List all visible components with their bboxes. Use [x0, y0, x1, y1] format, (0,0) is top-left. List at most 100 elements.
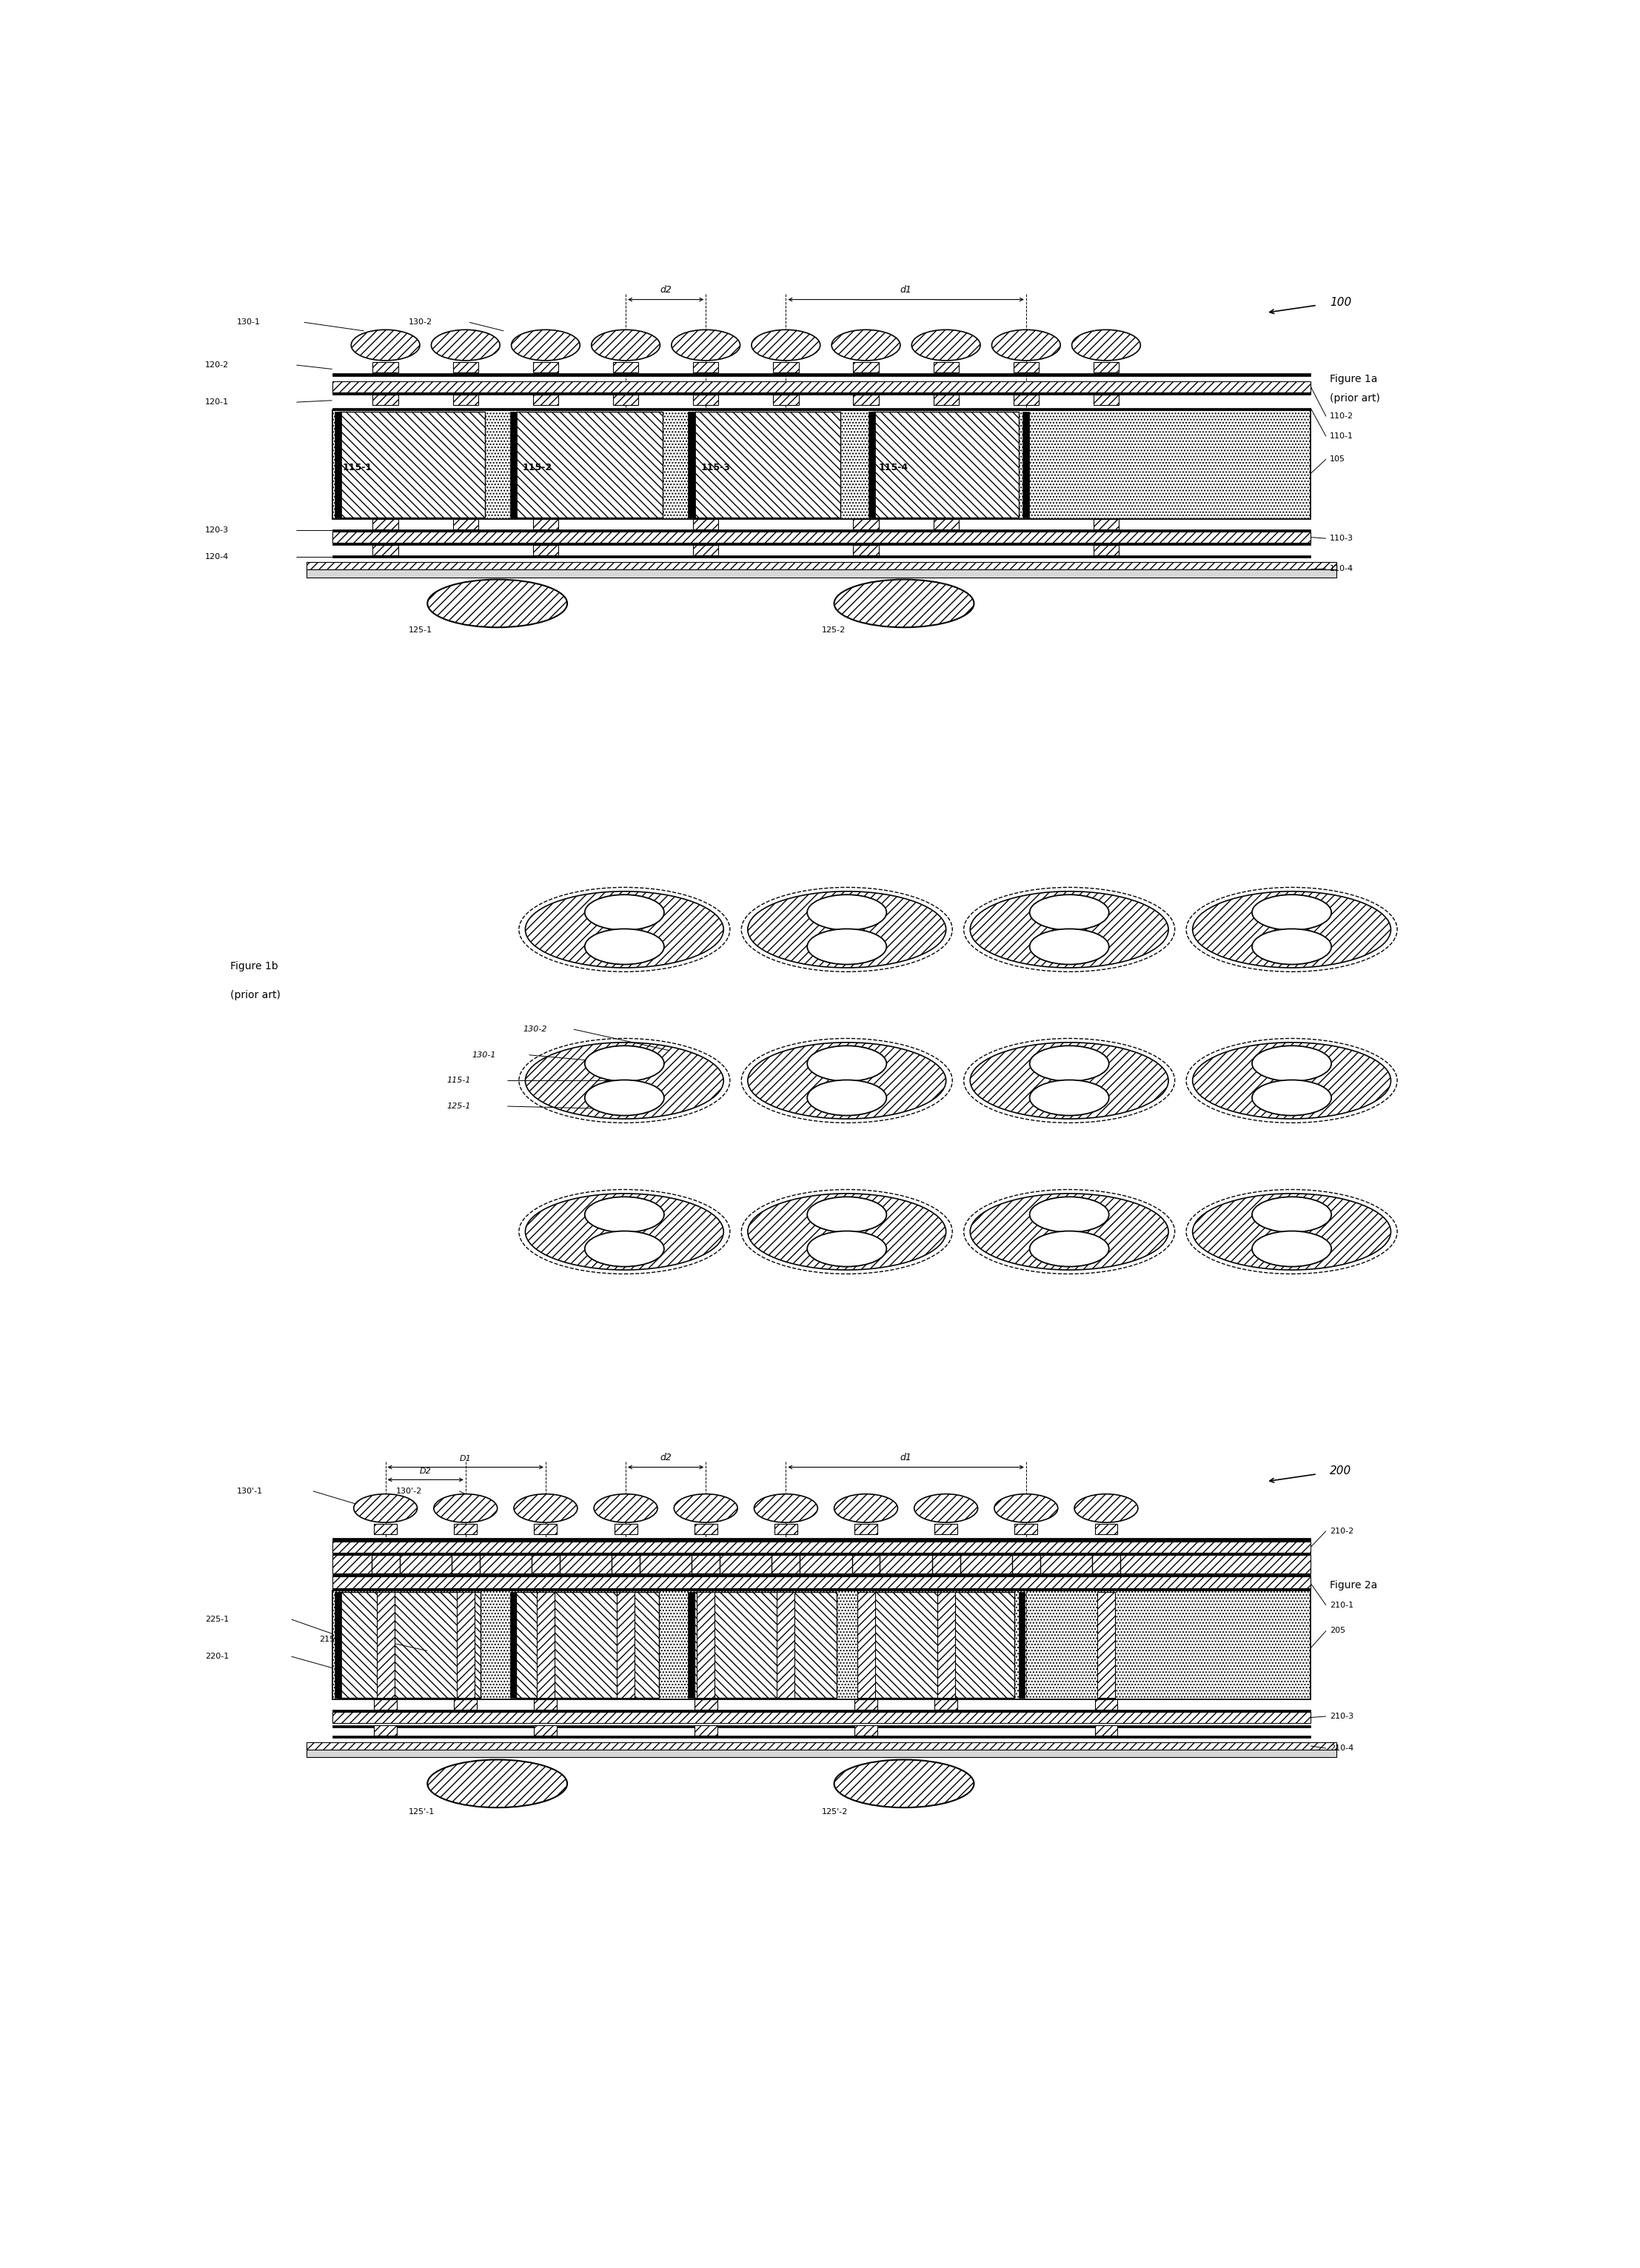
Text: 200: 200 — [1330, 1465, 1351, 1476]
Bar — [1018, 1592, 1025, 1696]
Text: d1: d1 — [900, 1454, 912, 1463]
Ellipse shape — [748, 1193, 946, 1270]
Bar — [1022, 413, 1030, 517]
Text: D2: D2 — [420, 1467, 431, 1474]
Ellipse shape — [354, 1495, 417, 1522]
Bar — [331, 411, 1310, 519]
Ellipse shape — [1030, 1080, 1109, 1116]
Bar — [694, 395, 718, 406]
Bar — [533, 544, 558, 556]
Text: 210-1: 210-1 — [1330, 1601, 1353, 1608]
Ellipse shape — [428, 578, 567, 628]
Ellipse shape — [585, 1080, 664, 1116]
Bar — [1012, 1556, 1040, 1574]
Ellipse shape — [741, 887, 953, 971]
Bar — [374, 1524, 397, 1535]
Bar — [453, 363, 479, 372]
Text: 125-1: 125-1 — [408, 626, 433, 635]
Bar — [331, 1588, 1310, 1590]
Bar — [858, 1592, 874, 1696]
Text: 120-3: 120-3 — [205, 526, 230, 535]
Bar — [510, 413, 517, 517]
Ellipse shape — [525, 1193, 723, 1270]
Bar — [338, 1592, 481, 1696]
Text: 210-4: 210-4 — [1330, 1744, 1353, 1751]
Text: 215-1: 215-1 — [320, 1635, 343, 1642]
Bar — [331, 381, 1310, 392]
Bar — [331, 1735, 1310, 1737]
Bar — [613, 363, 638, 372]
Bar — [331, 1590, 1310, 1699]
Bar — [533, 363, 558, 372]
Bar — [307, 1749, 1337, 1758]
Bar — [1096, 1524, 1117, 1535]
Text: 120-4: 120-4 — [205, 553, 230, 560]
Ellipse shape — [1192, 891, 1391, 968]
Text: 130'-2: 130'-2 — [395, 1488, 421, 1495]
Ellipse shape — [971, 1043, 1168, 1118]
Bar — [372, 395, 399, 406]
Ellipse shape — [835, 1760, 974, 1808]
Ellipse shape — [741, 1039, 953, 1123]
Text: 115-2: 115-2 — [523, 463, 553, 472]
Ellipse shape — [748, 1043, 946, 1118]
Ellipse shape — [964, 1188, 1174, 1275]
Ellipse shape — [807, 894, 887, 930]
Bar — [872, 1592, 1015, 1696]
Text: Figure 1a: Figure 1a — [1330, 374, 1378, 386]
Bar — [613, 395, 638, 406]
Bar — [331, 1542, 1310, 1554]
Ellipse shape — [512, 329, 581, 361]
Ellipse shape — [585, 894, 664, 930]
Text: Figure 1b: Figure 1b — [230, 962, 279, 971]
Text: 115-1: 115-1 — [343, 463, 372, 472]
Text: 130-1: 130-1 — [236, 318, 261, 327]
Bar — [932, 1556, 959, 1574]
Ellipse shape — [1192, 1193, 1391, 1270]
Text: 130'-1: 130'-1 — [236, 1488, 262, 1495]
Bar — [615, 1524, 638, 1535]
Ellipse shape — [1251, 1046, 1332, 1082]
Bar — [331, 1554, 1310, 1556]
Bar — [372, 1556, 400, 1574]
Ellipse shape — [1186, 887, 1397, 971]
Bar — [933, 363, 959, 372]
Ellipse shape — [807, 930, 887, 964]
Bar — [869, 1592, 874, 1696]
Ellipse shape — [831, 329, 900, 361]
Bar — [377, 1592, 394, 1696]
Bar — [1096, 1699, 1117, 1710]
Bar — [853, 544, 879, 556]
Ellipse shape — [971, 1193, 1168, 1270]
Ellipse shape — [1251, 1198, 1332, 1232]
Ellipse shape — [525, 1043, 723, 1118]
Ellipse shape — [592, 329, 659, 361]
Ellipse shape — [1030, 930, 1109, 964]
Bar — [331, 542, 1310, 544]
Text: 130-2: 130-2 — [408, 318, 433, 327]
Bar — [372, 363, 399, 372]
Bar — [1014, 395, 1038, 406]
Bar — [374, 1699, 397, 1710]
Text: 115-3: 115-3 — [700, 463, 730, 472]
Text: 125'-2: 125'-2 — [822, 1808, 848, 1817]
Ellipse shape — [1192, 1043, 1391, 1118]
Ellipse shape — [1251, 1232, 1332, 1266]
Bar — [689, 1592, 694, 1696]
Text: d1: d1 — [900, 286, 912, 295]
Bar — [517, 413, 663, 517]
Bar — [331, 1726, 1310, 1728]
Bar — [535, 1699, 558, 1710]
Text: 110-2: 110-2 — [1330, 413, 1353, 420]
Text: 225-1: 225-1 — [205, 1615, 230, 1624]
Ellipse shape — [754, 1495, 818, 1522]
Text: 125'-1: 125'-1 — [408, 1808, 435, 1817]
Bar — [510, 1592, 517, 1696]
Bar — [694, 413, 840, 517]
Bar — [694, 544, 718, 556]
Bar — [694, 519, 718, 528]
Text: 110-4: 110-4 — [1330, 565, 1353, 572]
Ellipse shape — [964, 887, 1174, 971]
Bar — [453, 395, 479, 406]
Bar — [331, 1556, 1310, 1574]
